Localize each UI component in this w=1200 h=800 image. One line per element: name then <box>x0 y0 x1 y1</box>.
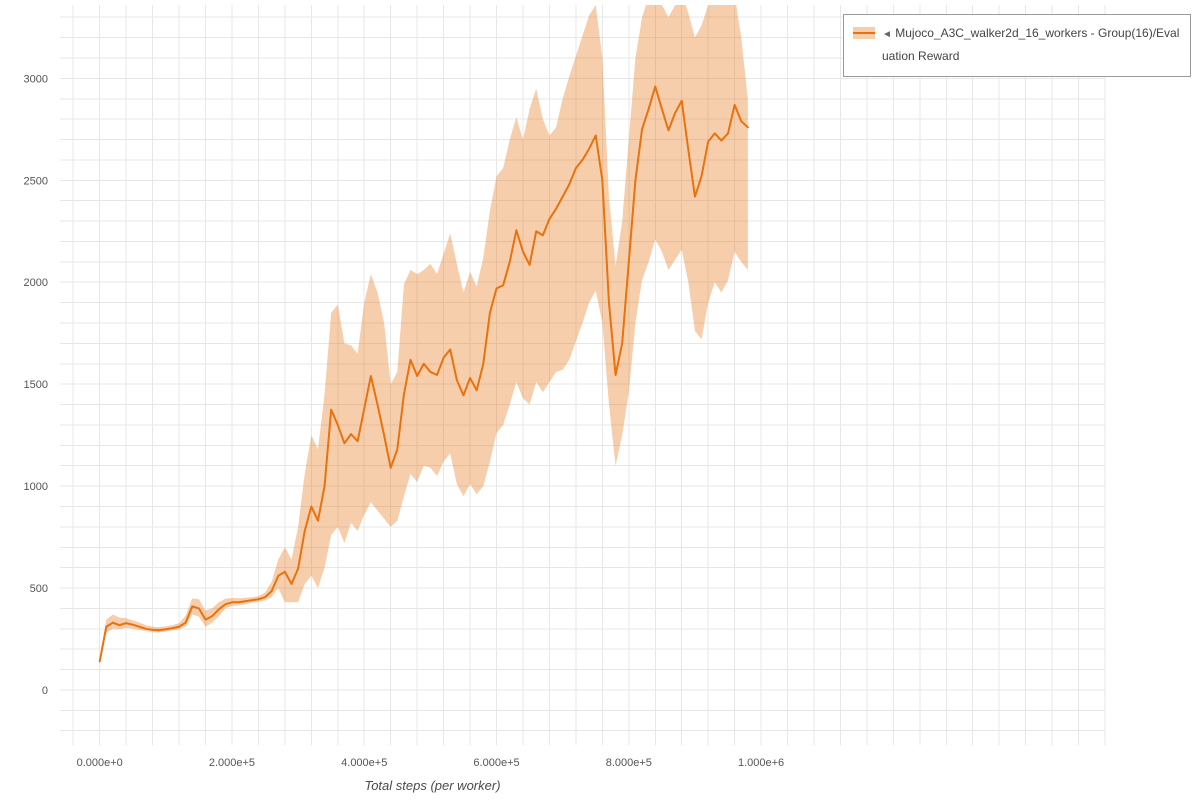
svg-text:6.000e+5: 6.000e+5 <box>473 757 519 769</box>
svg-text:2.000e+5: 2.000e+5 <box>209 757 255 769</box>
svg-text:1.000e+6: 1.000e+6 <box>738 757 784 769</box>
legend-entry[interactable]: ◄ Mujoco_A3C_walker2d_16_workers - Group… <box>882 22 1181 69</box>
svg-text:2000: 2000 <box>24 277 48 289</box>
y-tick-labels: 0 500 1000 1500 2000 2500 3000 <box>24 73 48 697</box>
svg-text:0: 0 <box>42 685 48 697</box>
svg-text:500: 500 <box>30 583 48 595</box>
svg-text:2500: 2500 <box>24 175 48 187</box>
series-mean-line <box>98 85 749 663</box>
svg-text:1500: 1500 <box>24 379 48 391</box>
series-uncertainty-band <box>99 5 748 663</box>
svg-text:8.000e+5: 8.000e+5 <box>606 757 652 769</box>
x-axis-title: Total steps (per worker) <box>364 778 501 793</box>
svg-text:1000: 1000 <box>24 481 48 493</box>
legend[interactable]: ◄ Mujoco_A3C_walker2d_16_workers - Group… <box>843 14 1191 77</box>
svg-text:4.000e+5: 4.000e+5 <box>341 757 387 769</box>
legend-series-swatch <box>853 27 875 39</box>
svg-text:0.000e+0: 0.000e+0 <box>77 757 123 769</box>
legend-label: Mujoco_A3C_walker2d_16_workers - Group(1… <box>882 26 1180 64</box>
legend-series-line-swatch <box>853 32 875 34</box>
grid-lines <box>60 5 1106 745</box>
legend-collapse-icon[interactable]: ◄ <box>882 29 892 40</box>
x-tick-labels: 0.000e+0 2.000e+5 4.000e+5 6.000e+5 8.000e+5… <box>77 757 785 769</box>
svg-text:3000: 3000 <box>24 73 48 85</box>
